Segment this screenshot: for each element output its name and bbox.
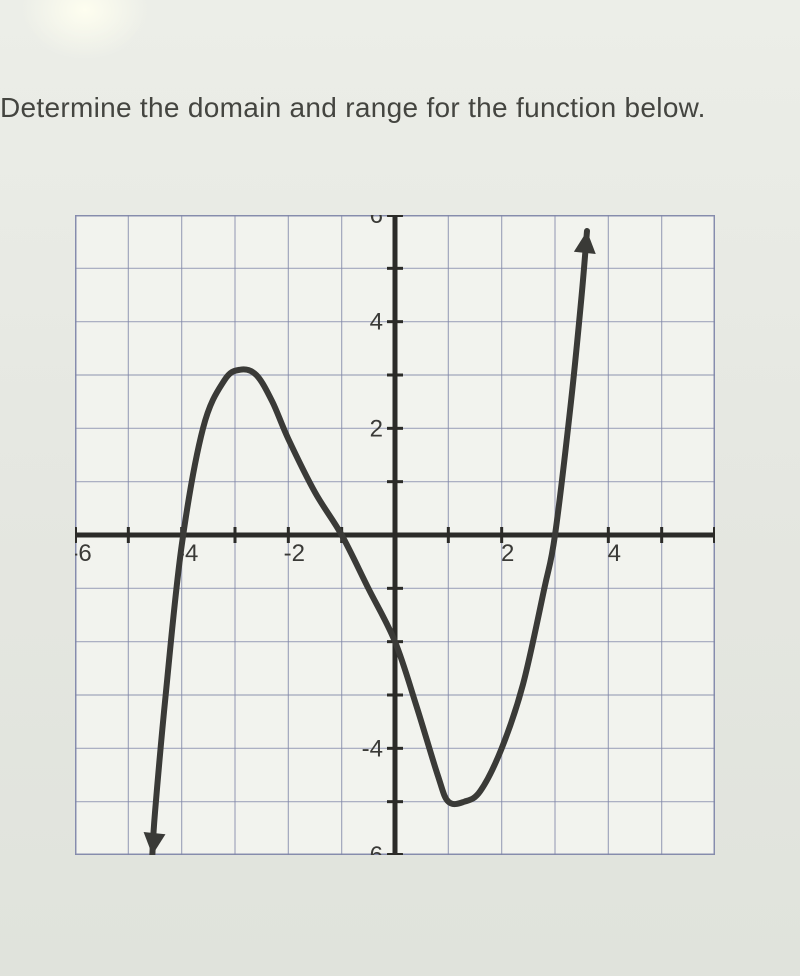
svg-text:4: 4 (370, 309, 383, 336)
svg-text:2: 2 (501, 540, 514, 567)
page-root: Determine the domain and range for the f… (0, 0, 800, 976)
function-graph: -6-4-2246642-4-6 (75, 215, 715, 855)
photo-glare (20, 0, 150, 60)
svg-text:-2: -2 (284, 540, 305, 567)
svg-text:-6: -6 (362, 842, 383, 855)
question-prompt: Determine the domain and range for the f… (0, 92, 800, 124)
svg-text:2: 2 (370, 415, 383, 442)
svg-text:4: 4 (608, 540, 621, 567)
svg-text:-6: -6 (75, 540, 92, 567)
svg-text:6: 6 (370, 215, 383, 229)
svg-text:6: 6 (714, 540, 715, 567)
graph-svg: -6-4-2246642-4-6 (75, 215, 715, 855)
svg-text:-4: -4 (362, 735, 383, 762)
